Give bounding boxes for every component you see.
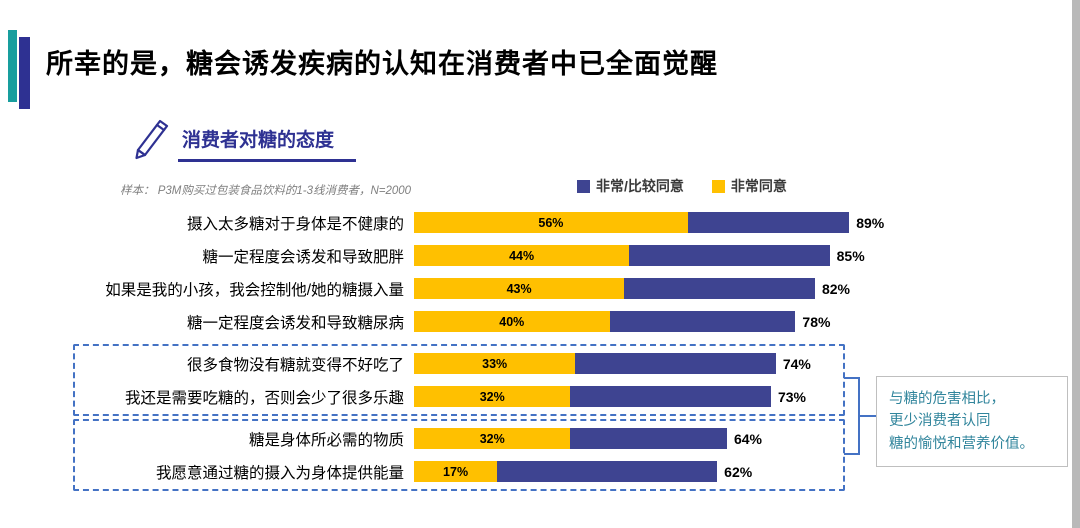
bar-strongly-agree: 43% [414,278,625,299]
callout-text-line: 与糖的危害相比， [889,391,1005,407]
chart-row: 糖一定程度会诱发和导致肥胖 44% 85% [78,239,865,272]
chart-row: 糖是身体所必需的物质 32% 64% [78,422,840,455]
legend-item-strongly-agree: 非常同意 [711,176,787,196]
title-accent-bar-navy [19,37,30,109]
row-group-pleasure: 很多食物没有糖就变得不好吃了 33% 74% 我还是需要吃糖的，否则会少了很多乐… [73,344,845,416]
total-value: 74% [782,355,811,372]
chart-header: 消费者对糖的态度 [126,112,357,162]
chart-legend: 非常/比较同意 非常同意 [577,176,787,196]
strongly-agree-value: 32% [479,389,505,404]
total-value: 62% [724,463,753,480]
bar-somewhat-agree [629,245,830,266]
strongly-agree-value: 44% [509,248,535,263]
bar-chart: 摄入太多糖对于身体是不健康的 56% 89% 糖一定程度会诱发和导致肥胖 44%… [73,203,884,491]
bar-strongly-agree: 44% [414,245,630,266]
bar-somewhat-agree [624,278,815,299]
legend-swatch-navy [577,179,590,193]
row-group-nutrition: 糖是身体所必需的物质 32% 64% 我愿意通过糖的摄入为身体提供能量 17% … [73,419,845,491]
chart-row: 我愿意通过糖的摄入为身体提供能量 17% 62% [78,455,840,488]
bar-somewhat-agree [570,386,771,407]
strongly-agree-value: 33% [482,356,508,371]
bar-strongly-agree: 32% [414,386,571,407]
bracket-connector [844,377,878,455]
bar-track: 33% 74% [414,353,903,374]
bar-strongly-agree: 33% [414,353,576,374]
chart-title: 消费者对糖的态度 [178,125,357,162]
total-value: 64% [733,430,762,447]
chart-row: 我还是需要吃糖的，否则会少了很多乐趣 32% 73% [78,380,840,413]
bar-track: 40% 78% [414,311,903,332]
row-label: 糖一定程度会诱发和导致糖尿病 [186,314,404,332]
callout-text-line: 糖的愉悦和营养价值。 [889,435,1034,452]
chart-row: 很多食物没有糖就变得不好吃了 33% 74% [78,347,840,380]
chart-row: 糖一定程度会诱发和导致糖尿病 40% 78% [78,305,840,338]
bar-strongly-agree: 40% [414,311,610,332]
total-value: 78% [802,313,831,330]
callout-box: 与糖的危害相比， 更少消费者认同 糖的愉悦和营养价值。 [876,376,1068,468]
legend-label: 非常同意 [730,178,787,194]
row-label: 糖一定程度会诱发和导致肥胖 [202,248,404,266]
bar-track: 43% 82% [414,278,903,299]
bar-somewhat-agree [570,428,727,449]
bar-somewhat-agree [575,353,776,374]
strongly-agree-value: 43% [506,281,532,296]
legend-label: 非常/比较同意 [596,178,684,194]
bar-track: 32% 73% [414,386,903,407]
strongly-agree-value: 32% [479,431,505,446]
row-label: 我愿意通过糖的摄入为身体提供能量 [155,464,404,482]
bar-track: 56% 89% [414,212,903,233]
sample-note: 样本： P3M购买过包装食品饮料的1-3线消费者，N=2000 [120,185,412,197]
window-edge [1072,0,1080,528]
bar-somewhat-agree [609,311,796,332]
bar-somewhat-agree [687,212,850,233]
pencil-icon [126,112,176,162]
row-label: 摄入太多糖对于身体是不健康的 [186,215,404,233]
legend-swatch-yellow [711,179,725,193]
row-label: 糖是身体所必需的物质 [248,431,404,449]
total-value: 82% [821,280,850,297]
total-value: 89% [856,214,885,231]
slide-title: 所幸的是，糖会诱发疾病的认知在消费者中已全面觉醒 [46,49,718,79]
chart-row: 摄入太多糖对于身体是不健康的 56% 89% [78,206,884,239]
bar-track: 44% 85% [414,245,903,266]
row-label: 如果是我的小孩，我会控制他/她的糖摄入量 [105,281,404,299]
callout-text-line: 更少消费者认同 [889,413,991,430]
bar-strongly-agree: 17% [414,461,498,482]
legend-item-total-agree: 非常/比较同意 [577,176,684,196]
title-accent-bar-teal [8,30,17,102]
bar-track: 32% 64% [414,428,903,449]
strongly-agree-value: 17% [443,464,469,479]
bar-somewhat-agree [497,461,718,482]
bar-strongly-agree: 32% [414,428,571,449]
chart-row: 如果是我的小孩，我会控制他/她的糖摄入量 43% 82% [78,272,850,305]
strongly-agree-value: 56% [538,215,564,230]
row-label: 很多食物没有糖就变得不好吃了 [186,356,404,374]
strongly-agree-value: 40% [499,314,525,329]
row-label: 我还是需要吃糖的，否则会少了很多乐趣 [124,389,404,407]
total-value: 73% [777,388,806,405]
bar-strongly-agree: 56% [414,212,688,233]
bar-track: 17% 62% [414,461,903,482]
row-group-plain: 摄入太多糖对于身体是不健康的 56% 89% 糖一定程度会诱发和导致肥胖 44%… [73,203,884,341]
total-value: 85% [836,247,865,264]
